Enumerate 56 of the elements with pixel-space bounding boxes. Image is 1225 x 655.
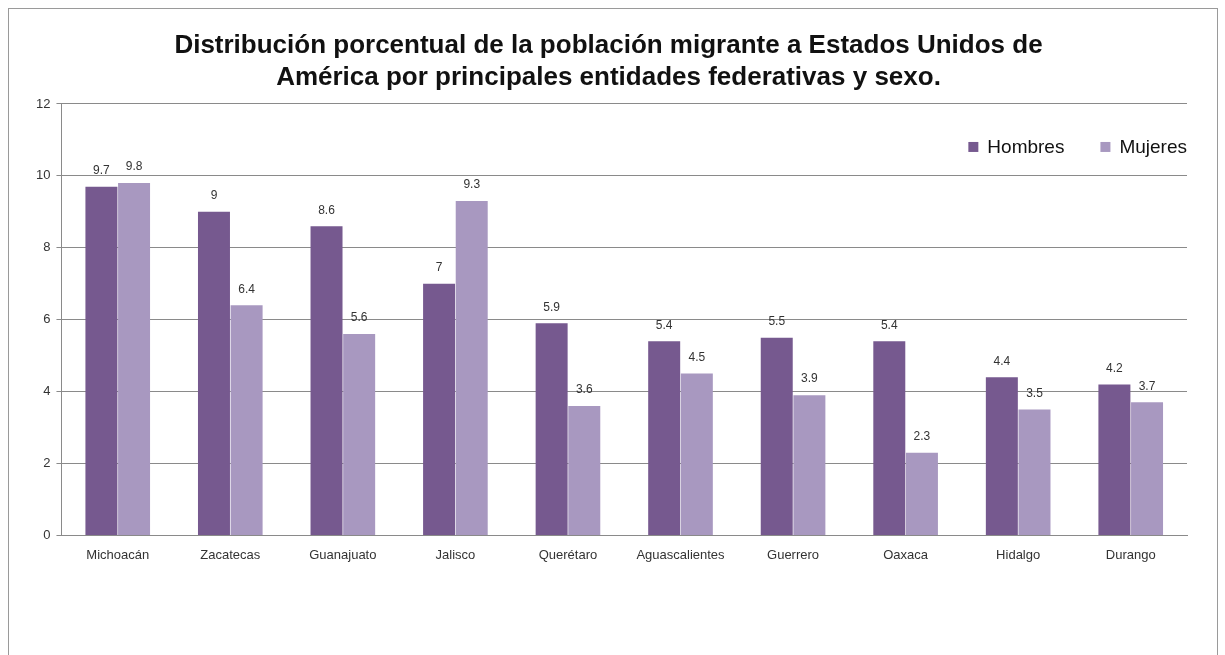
bar <box>310 226 343 535</box>
x-tick-label: Jalisco <box>435 546 476 562</box>
data-label: 8.6 <box>318 202 336 217</box>
bar <box>793 395 826 535</box>
data-label: 7 <box>435 260 443 275</box>
bar <box>535 323 568 535</box>
bar <box>230 305 263 535</box>
bar <box>118 183 151 535</box>
bar <box>423 283 456 535</box>
bar <box>760 337 793 535</box>
data-label: 3.9 <box>801 371 819 386</box>
bar <box>680 373 713 535</box>
data-label: 5.4 <box>880 317 898 332</box>
bar <box>455 201 488 535</box>
bar <box>905 452 938 535</box>
data-label: 6.4 <box>238 281 256 296</box>
y-tick-label: 10 <box>35 167 51 183</box>
legend-label: Hombres <box>987 136 1065 158</box>
x-tick-label: Aguascalientes <box>636 546 726 562</box>
data-label: 9 <box>210 188 218 203</box>
y-tick-label: 4 <box>43 383 51 399</box>
bar <box>343 334 376 535</box>
x-tick-label: Guerrero <box>767 546 820 562</box>
y-tick-label: 8 <box>43 239 51 255</box>
data-label: 9.3 <box>463 177 481 192</box>
legend-label: Mujeres <box>1119 136 1187 158</box>
data-label: 3.7 <box>1138 378 1156 393</box>
data-label: 9.7 <box>93 162 111 177</box>
bar <box>873 341 906 535</box>
bar <box>1131 402 1164 535</box>
x-tick-label: Durango <box>1105 546 1156 562</box>
bar <box>985 377 1018 535</box>
x-tick-label: Querétaro <box>538 546 598 562</box>
y-tick-label: 12 <box>35 95 51 111</box>
x-tick-label: Michoacán <box>86 546 150 562</box>
data-label: 4.2 <box>1106 360 1124 375</box>
x-tick-label: Hidalgo <box>996 546 1041 562</box>
y-tick-label: 2 <box>43 455 51 471</box>
bar <box>1098 384 1131 535</box>
data-label: 9.8 <box>125 159 143 174</box>
chart-title: Distribución porcentual de la población migrante a Estados Unidos de América por principales entidades federativas y sexo. <box>174 29 1043 92</box>
data-label: 5.9 <box>543 299 561 314</box>
data-label: 5.4 <box>655 317 673 332</box>
bar <box>568 405 601 535</box>
data-label: 4.5 <box>688 349 706 364</box>
data-label: 2.3 <box>913 429 931 444</box>
bar <box>197 211 230 535</box>
bar <box>1018 409 1051 535</box>
x-tick-label: Zacatecas <box>200 546 261 562</box>
y-tick-label: 6 <box>43 311 51 327</box>
data-label: 4.4 <box>993 353 1011 368</box>
x-tick-label: Oaxaca <box>883 546 929 562</box>
bar <box>85 186 118 535</box>
bar <box>648 341 681 535</box>
x-tick-label: Guanajuato <box>309 546 377 562</box>
y-tick-label: 0 <box>43 526 51 542</box>
